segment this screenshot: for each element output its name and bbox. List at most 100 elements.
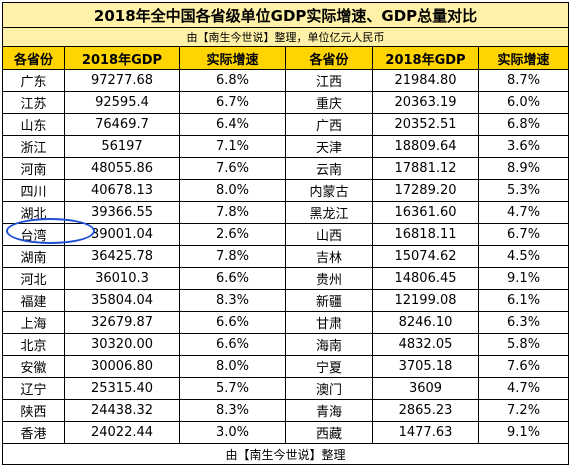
cell-growth-right: 5.3% — [477, 179, 570, 202]
cell-growth-right: 6.8% — [477, 113, 570, 136]
cell-gdp-left: 39001.04 — [64, 223, 180, 246]
cell-growth-left: 6.8% — [179, 69, 286, 92]
cell-growth-right: 5.8% — [477, 333, 570, 356]
cell-growth-right: 6.3% — [477, 311, 570, 334]
cell-growth-right: 4.7% — [477, 377, 570, 400]
cell-growth-right: 8.7% — [477, 69, 570, 92]
cell-growth-right: 4.7% — [477, 201, 570, 224]
cell-gdp-right: 3705.18 — [372, 355, 479, 378]
cell-province-right: 山西 — [285, 223, 373, 246]
cell-province-left: 陕西 — [2, 399, 65, 422]
cell-province-left: 湖北 — [2, 201, 65, 224]
cell-province-left: 山东 — [2, 113, 65, 136]
cell-province-left: 湖南 — [2, 245, 65, 268]
cell-growth-left: 8.3% — [179, 289, 286, 312]
cell-gdp-left: 76469.7 — [64, 113, 180, 136]
table-row: 上海 32679.87 6.6% 甘肃 8246.10 6.3% — [2, 311, 570, 334]
cell-growth-right: 9.1% — [477, 267, 570, 290]
cell-province-left: 广东 — [2, 69, 65, 92]
cell-province-right: 新疆 — [285, 289, 373, 312]
cell-province-right: 云南 — [285, 157, 373, 180]
cell-gdp-left: 24022.44 — [64, 421, 180, 444]
cell-gdp-right: 3609 — [372, 377, 479, 400]
cell-gdp-right: 8246.10 — [372, 311, 479, 334]
table-row: 河南 48055.86 7.6% 云南 17881.12 8.9% — [2, 157, 570, 180]
cell-gdp-right: 17881.12 — [372, 157, 479, 180]
cell-province-right: 广西 — [285, 113, 373, 136]
cell-province-left: 台湾 — [2, 223, 65, 246]
cell-gdp-left: 35804.04 — [64, 289, 180, 312]
header-gdp-left: 2018年GDP — [64, 46, 180, 70]
cell-gdp-left: 30006.80 — [64, 355, 180, 378]
header-province-left: 各省份 — [2, 46, 65, 70]
cell-growth-right: 4.5% — [477, 245, 570, 268]
header-row: 各省份 2018年GDP 实际增速 各省份 2018年GDP 实际增速 — [2, 46, 570, 70]
cell-gdp-right: 12199.08 — [372, 289, 479, 312]
table-row: 浙江 56197 7.1% 天津 18809.64 3.6% — [2, 135, 570, 158]
cell-province-left: 香港 — [2, 421, 65, 444]
cell-gdp-left: 92595.4 — [64, 91, 180, 114]
cell-province-right: 西藏 — [285, 421, 373, 444]
cell-gdp-right: 15074.62 — [372, 245, 479, 268]
table-footer: 由【南生今世说】整理 — [1, 443, 570, 465]
title-row: 2018年全中国各省级单位GDP实际增速、GDP总量对比 — [1, 2, 570, 28]
cell-gdp-left: 48055.86 — [64, 157, 180, 180]
cell-growth-left: 6.7% — [179, 91, 286, 114]
cell-growth-left: 7.8% — [179, 201, 286, 224]
table-title: 2018年全中国各省级单位GDP实际增速、GDP总量对比 — [1, 2, 570, 28]
cell-province-right: 贵州 — [285, 267, 373, 290]
cell-gdp-right: 17289.20 — [372, 179, 479, 202]
cell-province-right: 天津 — [285, 135, 373, 158]
cell-gdp-right: 16818.11 — [372, 223, 479, 246]
header-gdp-right: 2018年GDP — [372, 46, 479, 70]
cell-growth-right: 3.6% — [477, 135, 570, 158]
table-row: 江苏 92595.4 6.7% 重庆 20363.19 6.0% — [2, 91, 570, 114]
cell-province-right: 甘肃 — [285, 311, 373, 334]
header-growth-left: 实际增速 — [179, 46, 286, 70]
table-row: 香港 24022.44 3.0% 西藏 1477.63 9.1% — [2, 421, 570, 444]
cell-growth-right: 9.1% — [477, 421, 570, 444]
cell-province-right: 内蒙古 — [285, 179, 373, 202]
cell-gdp-left: 24438.32 — [64, 399, 180, 422]
cell-growth-left: 7.6% — [179, 157, 286, 180]
table-row: 安徽 30006.80 8.0% 宁夏 3705.18 7.6% — [2, 355, 570, 378]
subtitle-row: 由【南生今世说】整理，单位亿元人民币 — [1, 27, 570, 47]
cell-growth-left: 2.6% — [179, 223, 286, 246]
cell-growth-left: 8.0% — [179, 355, 286, 378]
cell-gdp-right: 20363.19 — [372, 91, 479, 114]
header-province-right: 各省份 — [285, 46, 373, 70]
cell-growth-left: 7.8% — [179, 245, 286, 268]
cell-province-left: 安徽 — [2, 355, 65, 378]
cell-growth-left: 3.0% — [179, 421, 286, 444]
cell-growth-left: 8.3% — [179, 399, 286, 422]
cell-growth-left: 7.1% — [179, 135, 286, 158]
table-row: 湖北 39366.55 7.8% 黑龙江 16361.60 4.7% — [2, 201, 570, 224]
header-growth-right: 实际增速 — [477, 46, 570, 70]
cell-gdp-right: 20352.51 — [372, 113, 479, 136]
cell-gdp-right: 18809.64 — [372, 135, 479, 158]
cell-province-right: 重庆 — [285, 91, 373, 114]
table-row: 台湾 39001.04 2.6% 山西 16818.11 6.7% — [2, 223, 570, 246]
cell-gdp-left: 30320.00 — [64, 333, 180, 356]
cell-growth-right: 6.1% — [477, 289, 570, 312]
table-row: 福建 35804.04 8.3% 新疆 12199.08 6.1% — [2, 289, 570, 312]
table-row: 湖南 36425.78 7.8% 吉林 15074.62 4.5% — [2, 245, 570, 268]
cell-growth-right: 6.0% — [477, 91, 570, 114]
footer-row: 由【南生今世说】整理 — [1, 443, 570, 465]
cell-growth-left: 6.4% — [179, 113, 286, 136]
cell-growth-right: 7.6% — [477, 355, 570, 378]
cell-growth-left: 5.7% — [179, 377, 286, 400]
cell-gdp-left: 25315.40 — [64, 377, 180, 400]
table-row: 北京 30320.00 6.6% 海南 4832.05 5.8% — [2, 333, 570, 356]
cell-province-right: 吉林 — [285, 245, 373, 268]
cell-growth-right: 7.2% — [477, 399, 570, 422]
table-row: 山东 76469.7 6.4% 广西 20352.51 6.8% — [2, 113, 570, 136]
cell-province-right: 澳门 — [285, 377, 373, 400]
cell-gdp-right: 2865.23 — [372, 399, 479, 422]
cell-growth-right: 6.7% — [477, 223, 570, 246]
cell-gdp-left: 32679.87 — [64, 311, 180, 334]
cell-gdp-left: 36425.78 — [64, 245, 180, 268]
cell-province-right: 海南 — [285, 333, 373, 356]
